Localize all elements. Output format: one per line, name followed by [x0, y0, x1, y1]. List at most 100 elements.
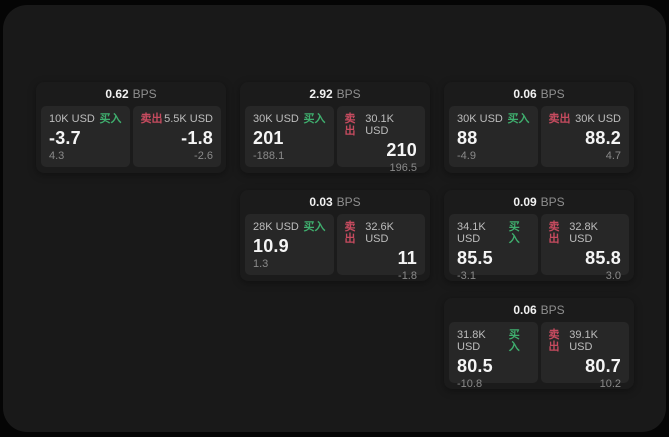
- buy-panel[interactable]: 10K USD 买入 -3.7 4.3: [41, 106, 130, 167]
- buy-panel[interactable]: 28K USD 买入 10.9 1.3: [245, 214, 334, 275]
- sell-value: 85.8: [585, 248, 621, 268]
- card-header: 0.06 BPS: [444, 298, 634, 322]
- quote-card[interactable]: 0.09 BPS 34.1K USD 买入 85.5 -3.1 卖出 32.8K…: [444, 190, 634, 282]
- buy-amount: 31.8K USD: [457, 329, 486, 353]
- buy-panel-top: 10K USD 买入: [49, 113, 122, 125]
- bps-value: 0.06: [513, 303, 537, 317]
- card-header: 0.06 BPS: [444, 82, 634, 106]
- sell-side-label: 卖出: [548, 221, 560, 245]
- card-body: 28K USD 买入 10.9 1.3 卖出 32.6K USD 11 -1.8: [240, 214, 430, 282]
- buy-sub-value: 4.3: [49, 150, 65, 162]
- quote-card[interactable]: 2.92 BPS 30K USD 买入 201 -188.1 卖出 30.1K …: [240, 82, 430, 174]
- bps-value: 2.92: [309, 87, 333, 101]
- buy-panel[interactable]: 34.1K USD 买入 85.5 -3.1: [449, 214, 538, 282]
- buy-sub-value: -10.8: [457, 378, 483, 390]
- sell-panel[interactable]: 卖出 5.5K USD -1.8 -2.6: [132, 106, 221, 167]
- buy-side-label: 买入: [303, 113, 326, 125]
- buy-sub-value: 1.3: [253, 258, 269, 270]
- buy-amount: 28K USD: [253, 221, 299, 233]
- bps-value: 0.06: [513, 87, 537, 101]
- card-body: 30K USD 买入 88 -4.9 卖出 30K USD 88.2 4.7: [444, 106, 634, 172]
- sell-amount: 30.1K USD: [365, 113, 394, 137]
- sell-side-label: 卖出: [140, 113, 163, 125]
- buy-sub-value: -4.9: [457, 150, 476, 162]
- card-body: 34.1K USD 买入 85.5 -3.1 卖出 32.8K USD 85.8…: [444, 214, 634, 282]
- sell-panel-top: 卖出 32.6K USD: [345, 221, 418, 245]
- buy-panel-top: 30K USD 买入: [457, 113, 530, 125]
- quotes-board: 0.62 BPS 10K USD 买入 -3.7 4.3 卖出 5.5K USD…: [3, 5, 666, 432]
- sell-panel-top: 卖出 32.8K USD: [549, 221, 622, 245]
- buy-side-label: 买入: [508, 221, 520, 245]
- buy-panel-top: 31.8K USD 买入: [457, 329, 530, 353]
- buy-value: 10.9: [253, 236, 289, 256]
- buy-value: 85.5: [457, 248, 493, 268]
- buy-panel[interactable]: 31.8K USD 买入 80.5 -10.8: [449, 322, 538, 390]
- sell-panel-top: 卖出 39.1K USD: [549, 329, 622, 353]
- sell-sub-value: 196.5: [389, 162, 417, 174]
- sell-sub-value: -2.6: [194, 150, 213, 162]
- quote-card[interactable]: 0.62 BPS 10K USD 买入 -3.7 4.3 卖出 5.5K USD…: [36, 82, 226, 173]
- bps-value: 0.62: [105, 87, 129, 101]
- sell-amount: 32.8K USD: [569, 221, 598, 245]
- sell-sub-value: 3.0: [605, 270, 621, 282]
- card-body: 31.8K USD 买入 80.5 -10.8 卖出 39.1K USD 80.…: [444, 322, 634, 390]
- sell-panel[interactable]: 卖出 32.6K USD 11 -1.8: [336, 214, 425, 282]
- buy-panel-top: 34.1K USD 买入: [457, 221, 530, 245]
- buy-value: -3.7: [49, 128, 81, 148]
- buy-value: 201: [253, 128, 284, 148]
- sell-side-label: 卖出: [548, 113, 571, 125]
- buy-panel-top: 30K USD 买入: [253, 113, 326, 125]
- bps-unit-label: BPS: [132, 87, 157, 101]
- sell-panel[interactable]: 卖出 32.8K USD 85.8 3.0: [540, 214, 629, 282]
- card-header: 0.62 BPS: [36, 82, 226, 106]
- buy-side-label: 买入: [507, 113, 530, 125]
- bps-unit-label: BPS: [540, 195, 565, 209]
- quote-card[interactable]: 0.06 BPS 31.8K USD 买入 80.5 -10.8 卖出 39.1…: [444, 298, 634, 390]
- sell-amount: 5.5K USD: [164, 113, 213, 125]
- quote-card[interactable]: 0.03 BPS 28K USD 买入 10.9 1.3 卖出 32.6K US…: [240, 190, 430, 282]
- sell-side-label: 卖出: [344, 113, 356, 137]
- buy-value: 80.5: [457, 356, 493, 376]
- buy-amount: 30K USD: [457, 113, 503, 125]
- card-header: 0.03 BPS: [240, 190, 430, 214]
- sell-value: 11: [397, 248, 417, 268]
- sell-panel[interactable]: 卖出 30K USD 88.2 4.7: [540, 106, 629, 167]
- sell-sub-value: -1.8: [398, 270, 417, 282]
- buy-side-label: 买入: [508, 329, 520, 353]
- sell-panel-top: 卖出 30K USD: [549, 113, 622, 125]
- buy-amount: 10K USD: [49, 113, 95, 125]
- buy-panel[interactable]: 30K USD 买入 201 -188.1: [245, 106, 334, 167]
- buy-side-label: 买入: [99, 113, 122, 125]
- buy-panel[interactable]: 30K USD 买入 88 -4.9: [449, 106, 538, 167]
- buy-amount: 34.1K USD: [457, 221, 486, 245]
- sell-panel-top: 卖出 5.5K USD: [141, 113, 214, 125]
- sell-panel[interactable]: 卖出 39.1K USD 80.7 10.2: [540, 322, 629, 390]
- buy-sub-value: -188.1: [253, 150, 285, 162]
- sell-side-label: 卖出: [548, 329, 560, 353]
- bps-unit-label: BPS: [336, 195, 361, 209]
- sell-sub-value: 10.2: [599, 378, 621, 390]
- buy-sub-value: -3.1: [457, 270, 476, 282]
- sell-panel[interactable]: 卖出 30.1K USD 210 196.5: [336, 106, 425, 174]
- bps-value: 0.03: [309, 195, 333, 209]
- buy-side-label: 买入: [303, 221, 326, 233]
- bps-unit-label: BPS: [540, 303, 565, 317]
- buy-amount: 30K USD: [253, 113, 299, 125]
- card-body: 30K USD 买入 201 -188.1 卖出 30.1K USD 210 1…: [240, 106, 430, 174]
- bps-value: 0.09: [513, 195, 537, 209]
- sell-value: 80.7: [585, 356, 621, 376]
- card-body: 10K USD 买入 -3.7 4.3 卖出 5.5K USD -1.8 -2.…: [36, 106, 226, 172]
- bps-unit-label: BPS: [540, 87, 565, 101]
- sell-amount: 39.1K USD: [569, 329, 598, 353]
- bps-unit-label: BPS: [336, 87, 361, 101]
- sell-amount: 30K USD: [575, 113, 621, 125]
- sell-value: 88.2: [585, 128, 621, 148]
- sell-sub-value: 4.7: [605, 150, 621, 162]
- sell-side-label: 卖出: [344, 221, 356, 245]
- buy-value: 88: [457, 128, 478, 148]
- quote-card[interactable]: 0.06 BPS 30K USD 买入 88 -4.9 卖出 30K USD 8…: [444, 82, 634, 173]
- sell-value: -1.8: [181, 128, 213, 148]
- sell-value: 210: [386, 140, 417, 160]
- card-header: 2.92 BPS: [240, 82, 430, 106]
- card-header: 0.09 BPS: [444, 190, 634, 214]
